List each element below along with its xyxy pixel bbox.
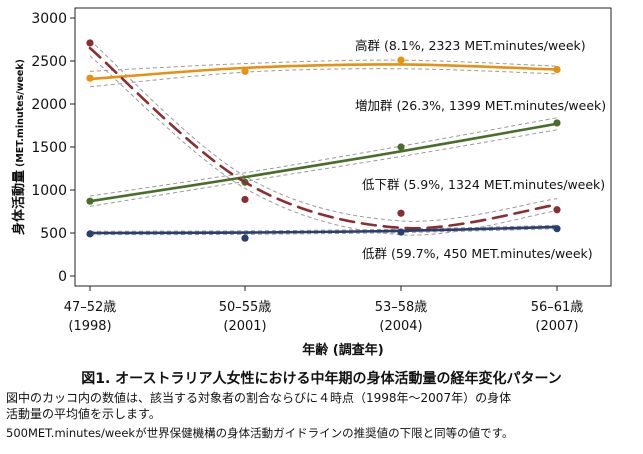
x-tick-label-age: 56–61歳 (531, 300, 584, 315)
figure-caption-line-1: 図中のカッコ内の数値は、該当する対象者の割合ならびに４時点（1998年～2007… (6, 391, 512, 405)
series-2-point (397, 209, 405, 217)
series-2-fit-line (88, 46, 559, 230)
series-3-label: 低群 (59.7%, 450 MET.minutes/week) (362, 246, 593, 261)
series-1-label: 増加群 (26.3%, 1399 MET.minutes/week) (355, 98, 606, 113)
y-tick-label: 1000 (31, 183, 67, 199)
series-0-label: 高群 (8.1%, 2323 MET.minutes/week) (355, 38, 586, 53)
series-0-point (553, 66, 561, 74)
y-tick-label: 2500 (31, 54, 67, 70)
y-tick-label: 2000 (31, 97, 67, 113)
y-tick-label: 500 (40, 226, 67, 242)
x-tick-label-age: 53–58歳 (375, 300, 428, 315)
series-0-fit-line (88, 63, 559, 81)
series-1-point (86, 197, 94, 205)
x-tick-label-age: 50–55歳 (219, 300, 272, 315)
x-axis-title: 年齢 (調査年) (302, 342, 383, 358)
series-3-fit-line (88, 225, 559, 235)
series-2-point (86, 39, 94, 47)
series-2-label: 低下群 (5.9%, 1324 MET.minutes/week) (362, 177, 605, 192)
series-1-fit-line (88, 122, 559, 203)
series-3-point (241, 234, 249, 242)
series-0-ci-lower (89, 68, 558, 88)
x-tick-label-year: (2007) (535, 319, 578, 334)
series-3-ci-upper (89, 224, 558, 232)
series-3-point (553, 225, 561, 233)
figure-caption-line-2: 活動量の平均値を示します。 (6, 407, 161, 421)
x-tick-label-year: (2001) (223, 319, 266, 334)
y-axis-title-main: 身体活動量 (11, 170, 27, 235)
series-3-ci-lower (89, 228, 558, 236)
series-3-point (86, 230, 94, 238)
x-tick-label-year: (2004) (379, 319, 422, 334)
series-1-point (553, 119, 561, 127)
figure-caption-note: 500MET.minutes/weekが世界保健機構の身体活動ガイドラインの推奨… (6, 426, 514, 440)
trajectory-chart: 0 500 1000 1500 2000 2500 3000 身体活動量 (MET.minute… (11, 7, 612, 358)
series-3-point (397, 228, 405, 236)
series-1-point (397, 143, 405, 151)
y-tick-label: 0 (58, 269, 67, 285)
x-tick-label-age: 47–52歳 (64, 300, 117, 315)
series-1-ci-lower (89, 129, 558, 207)
series-0-point (397, 56, 405, 64)
y-axis-title-unit: (MET.minutes/week) (15, 59, 26, 167)
series-0-point (86, 74, 94, 82)
series-2-point (553, 206, 561, 214)
x-tick-label-year: (1998) (68, 319, 111, 334)
figure-caption-title: 図1. オーストラリア人女性における中年期の身体活動量の経年変化パターン (81, 371, 562, 387)
y-tick-label: 3000 (31, 11, 67, 27)
series-0-point (241, 67, 249, 75)
y-axis-title: 身体活動量 (MET.minutes/week) (11, 59, 27, 235)
series-2-point (241, 195, 249, 204)
series-0-ci-upper (89, 59, 558, 72)
series-2-ci-lower (89, 55, 558, 236)
y-tick-label: 1500 (31, 140, 67, 156)
